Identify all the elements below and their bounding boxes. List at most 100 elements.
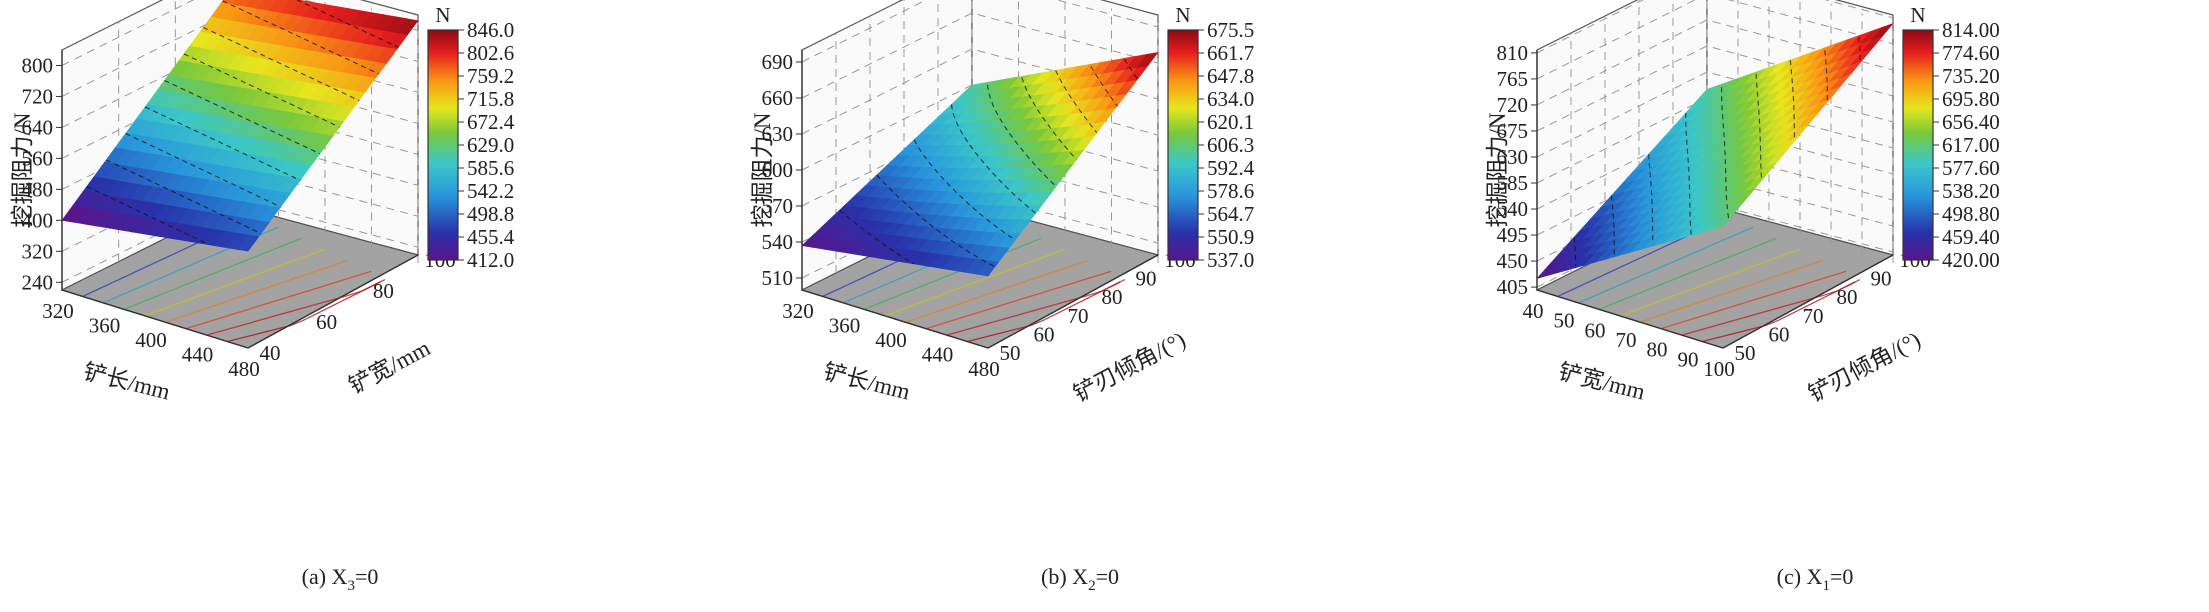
- x-tick-label: 400: [875, 328, 907, 352]
- colorbar-tick-label: 606.3: [1207, 133, 1254, 157]
- colorbar-tick-label: 814.00: [1942, 18, 2000, 42]
- surface-patch: [801, 235, 825, 248]
- colorbar-tick-label: 420.00: [1942, 248, 2000, 272]
- x-tick-label: 90: [1678, 347, 1699, 371]
- colorbar-tick-label: 629.0: [467, 133, 514, 157]
- surface-contour: [203, 26, 360, 102]
- x-axis-line: [801, 289, 989, 349]
- z-axis-title: 挖掘阻力/N: [10, 112, 35, 227]
- z-gridline: [801, 120, 1159, 207]
- z-tick-label: 810: [1497, 41, 1529, 65]
- z-gridline: [1536, 0, 1894, 54]
- z-tick-label: 540: [762, 230, 794, 254]
- floor-contour: [227, 281, 381, 343]
- y-tick-label: 90: [1871, 267, 1892, 291]
- colorbar-tick-label: 620.1: [1207, 110, 1254, 134]
- colorbar: [1902, 29, 1934, 261]
- surface-contour: [1021, 77, 1077, 161]
- floor-contour: [925, 270, 1112, 330]
- floor-contour: [1578, 226, 1754, 304]
- z-gridline: [1536, 97, 1894, 184]
- surface-contour: [1124, 59, 1139, 80]
- z-gridline: [61, 10, 419, 97]
- surface-contour: [987, 84, 1057, 187]
- surface-contour: [1610, 195, 1615, 255]
- y-tick-label: 60: [316, 310, 337, 334]
- z-tick-label: 765: [1497, 67, 1529, 91]
- colorbar-tick-label: 735.20: [1942, 64, 2000, 88]
- y-tick-label: 80: [1102, 285, 1123, 309]
- z-gridline: [801, 12, 1159, 99]
- colorbar-tick-label: 695.80: [1942, 87, 2000, 111]
- surface-contour: [105, 159, 262, 235]
- floor-contour: [1598, 237, 1777, 310]
- z-tick-label: 675: [1497, 119, 1529, 143]
- z-tick-label: 640: [22, 115, 54, 139]
- colorbar-unit: N: [1175, 3, 1190, 27]
- subplot-caption: (c) X1=0: [1777, 564, 1854, 594]
- surface-contour: [1090, 66, 1118, 107]
- z-tick-label: 495: [1497, 223, 1529, 247]
- colorbar-tick-label: 661.7: [1207, 41, 1254, 65]
- colorbar-tick-label: 774.60: [1942, 41, 2000, 65]
- y-tick-label: 70: [1803, 304, 1824, 328]
- z-tick-label: 405: [1497, 275, 1529, 299]
- colorbar-tick-label: 802.6: [467, 41, 514, 65]
- colorbar: [1167, 29, 1199, 261]
- surface-contour: [950, 104, 1037, 214]
- z-tick-label: 720: [1497, 93, 1529, 117]
- x-tick-label: 480: [228, 357, 260, 381]
- x-tick-label: 360: [89, 314, 121, 338]
- x-tick-label: 40: [1523, 299, 1544, 323]
- surface-patch: [1536, 262, 1561, 279]
- colorbar-tick-label: 564.7: [1207, 202, 1254, 226]
- surface-contour: [839, 209, 914, 265]
- z-tick-label: 240: [22, 270, 54, 294]
- x-tick-label: 360: [829, 314, 861, 338]
- surface-contour: [1685, 112, 1692, 235]
- z-tick-label: 800: [22, 53, 54, 77]
- x-axis-title: 铲长/mm: [821, 359, 913, 405]
- surface-contour: [1721, 87, 1730, 220]
- surface-contour: [1789, 60, 1796, 142]
- colorbar-tick-label: 412.0: [467, 248, 514, 272]
- surface-contour: [1648, 154, 1654, 243]
- y-tick-label: 90: [1136, 267, 1157, 291]
- z-axis-title: 挖掘阻力/N: [750, 112, 775, 227]
- x-tick-label: 400: [135, 328, 167, 352]
- z-gridline: [1536, 0, 1894, 80]
- z-tick-label: 510: [762, 266, 794, 290]
- subplot-c: 405 450 495 540 585 630 675 720 765 810 40 50 60 70 80…: [1475, 0, 2209, 607]
- chart-svg: 2403204004805606407208003203604004404804…: [10, 0, 515, 594]
- surface-contour: [1858, 36, 1861, 63]
- colorbar-tick-label: 459.40: [1942, 225, 2000, 249]
- z-gridline: [801, 84, 1159, 171]
- z-gridline: [801, 0, 1159, 63]
- colorbar-tick-label: 634.0: [1207, 87, 1254, 111]
- x-tick-label: 50: [1554, 309, 1575, 333]
- surface-contour: [144, 106, 301, 181]
- colorbar-unit: N: [435, 3, 450, 27]
- z-gridline: [61, 41, 419, 128]
- x-tick-label: 100: [1703, 357, 1735, 381]
- z-tick-label: 600: [762, 158, 794, 182]
- z-gridline: [1536, 149, 1894, 236]
- x-tick-label: 440: [182, 343, 214, 367]
- floor-contour: [1640, 259, 1824, 323]
- colorbar: [427, 29, 459, 261]
- x-tick-label: 440: [922, 343, 954, 367]
- x-tick-label: 70: [1616, 328, 1637, 352]
- x-axis-line: [1536, 289, 1724, 349]
- floor-contour: [1702, 281, 1856, 343]
- surface-contour: [913, 139, 1016, 241]
- colorbar-tick-label: 846.0: [467, 18, 514, 42]
- y-tick-label: 80: [373, 279, 394, 303]
- colorbar-tick-label: 585.6: [467, 156, 514, 180]
- y-axis-title: 铲刃倾角/(°): [1804, 327, 1924, 407]
- floor-contour: [905, 259, 1089, 323]
- subplot-a: 240 320 400 480 560 640 720 800 320 360 400 440 480 4…: [0, 0, 740, 607]
- y-axis-title: 铲刃倾角/(°): [1069, 327, 1189, 407]
- z-tick-label: 450: [1497, 249, 1529, 273]
